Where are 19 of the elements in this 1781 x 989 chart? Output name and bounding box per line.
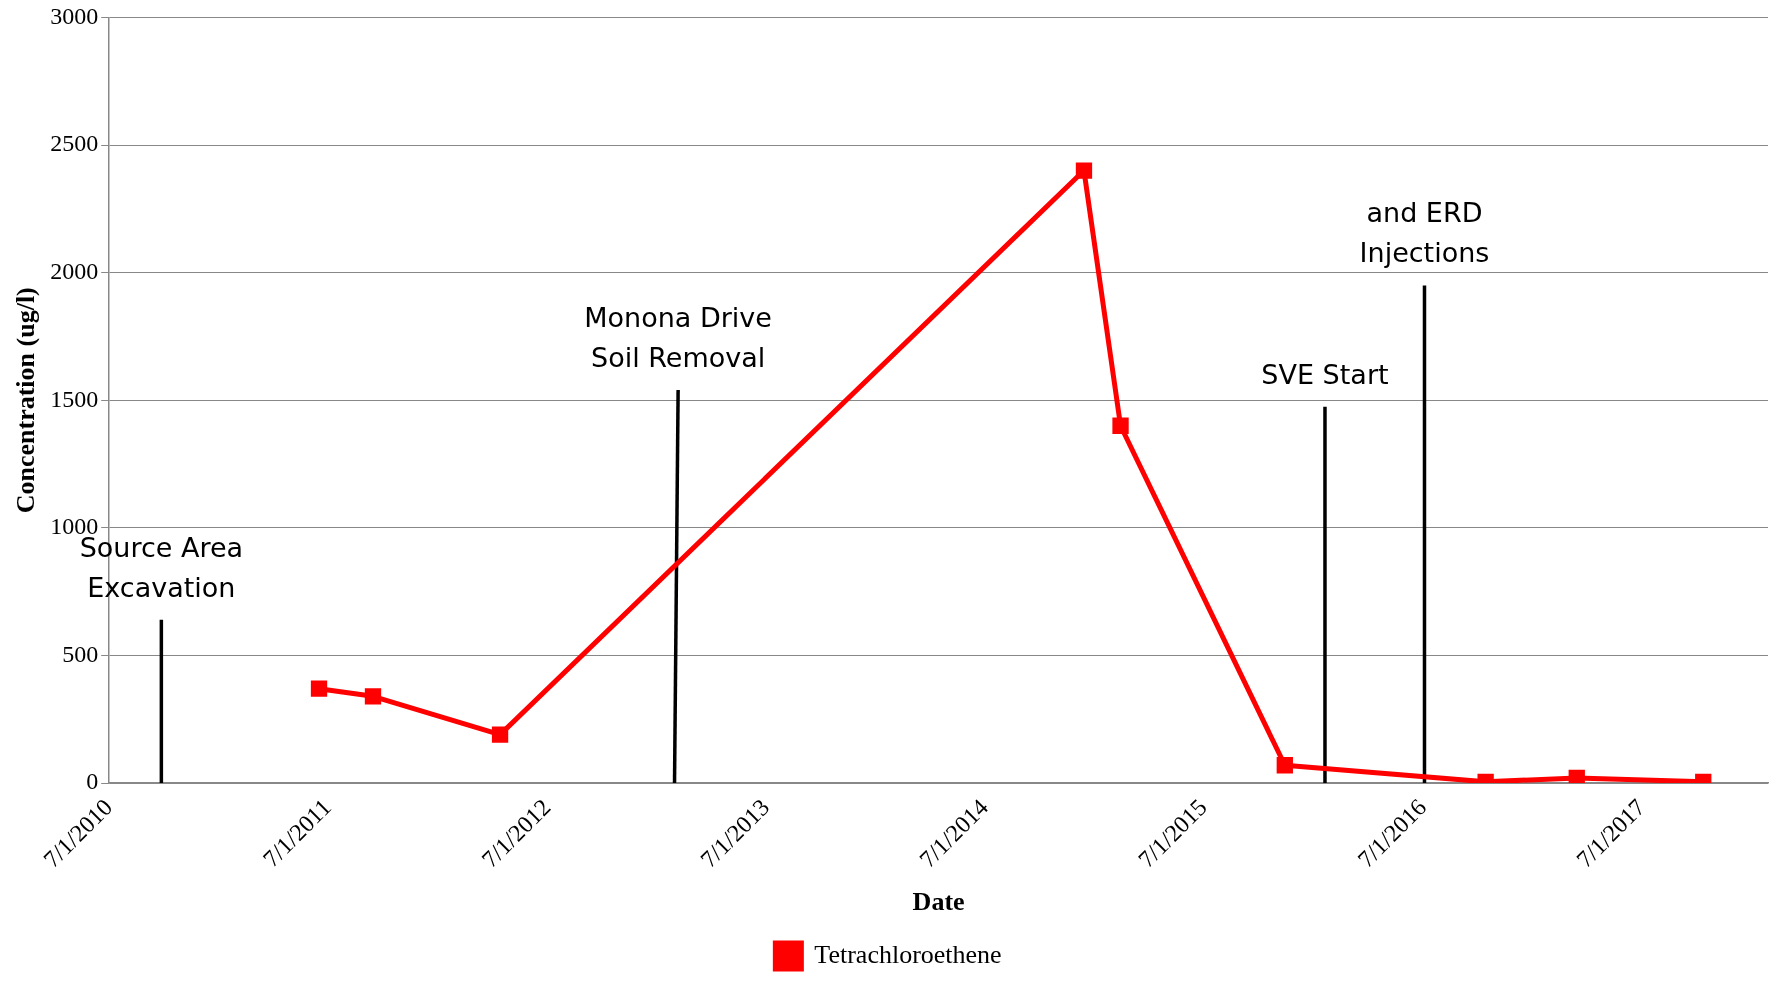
y-tick-label: 0	[86, 768, 99, 795]
point	[1112, 417, 1129, 434]
y-tick-label: 500	[62, 640, 99, 667]
point	[310, 680, 328, 697]
point	[491, 726, 509, 743]
annotation: Monona Drive Soil Removal	[584, 302, 772, 374]
y-tick-label: 1500	[50, 385, 99, 412]
point	[364, 688, 382, 705]
point	[1568, 769, 1585, 784]
y-tick-label: 3000	[50, 2, 99, 29]
annotation: and ERD Injections	[1359, 197, 1490, 269]
point	[1276, 757, 1293, 774]
x-axis-title: Date	[912, 887, 965, 917]
y-axis-title: Concentration (ug/l)	[11, 287, 41, 514]
y-tick-label: 2000	[50, 257, 99, 284]
y-tick-label: 2500	[50, 130, 99, 157]
annotation: SVE Start	[1261, 358, 1389, 390]
legend-label: Tetrachloroethene	[814, 939, 1002, 969]
point	[1075, 162, 1093, 179]
